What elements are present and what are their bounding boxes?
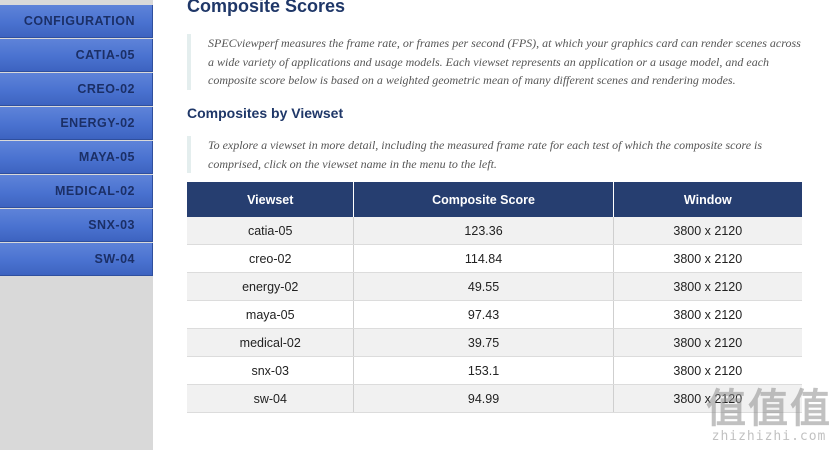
cell-composite-score: 49.55 [353,272,614,301]
nav-item-snx-03[interactable]: SNX-03 [0,209,153,242]
cell-viewset: snx-03 [187,356,355,385]
table-row: energy-02 49.55 3800 x 2120 [187,272,802,301]
intro-blockquote: SPECviewperf measures the frame rate, or… [187,34,802,90]
cell-composite-score: 97.43 [353,300,614,329]
table-row: medical-02 39.75 3800 x 2120 [187,328,802,357]
nav-item-sw-04[interactable]: SW-04 [0,243,153,276]
column-header-viewset: Viewset [187,182,355,217]
column-header-composite-score: Composite Score [353,182,614,217]
nav-item-energy-02[interactable]: ENERGY-02 [0,107,153,140]
nav-item-medical-02[interactable]: MEDICAL-02 [0,175,153,208]
table-row: sw-04 94.99 3800 x 2120 [187,384,802,413]
sidebar-nav: CONFIGURATION CATIA-05 CREO-02 ENERGY-02… [0,0,153,450]
cell-window: 3800 x 2120 [613,300,802,329]
cell-viewset: sw-04 [187,384,355,413]
instructions-blockquote: To explore a viewset in more detail, inc… [187,136,802,173]
cell-composite-score: 39.75 [353,328,614,357]
cell-composite-score: 153.1 [353,356,614,385]
cell-composite-score: 114.84 [353,244,614,273]
column-header-window: Window [613,182,802,217]
cell-window: 3800 x 2120 [613,272,802,301]
cell-viewset: catia-05 [187,217,355,245]
section-subtitle: Composites by Viewset [187,105,344,121]
table-row: creo-02 114.84 3800 x 2120 [187,244,802,273]
nav-item-catia-05[interactable]: CATIA-05 [0,39,153,72]
cell-window: 3800 x 2120 [613,328,802,357]
cell-window: 3800 x 2120 [613,384,802,413]
nav-item-creo-02[interactable]: CREO-02 [0,73,153,106]
cell-composite-score: 94.99 [353,384,614,413]
table-header-row: Viewset Composite Score Window [187,182,802,217]
table-row: maya-05 97.43 3800 x 2120 [187,300,802,329]
table-row: catia-05 123.36 3800 x 2120 [187,217,802,245]
nav-item-maya-05[interactable]: MAYA-05 [0,141,153,174]
cell-viewset: maya-05 [187,300,355,329]
cell-viewset: energy-02 [187,272,355,301]
cell-window: 3800 x 2120 [613,244,802,273]
cell-viewset: creo-02 [187,244,355,273]
cell-window: 3800 x 2120 [613,217,802,245]
nav-item-configuration[interactable]: CONFIGURATION [0,5,153,38]
composite-scores-table: Viewset Composite Score Window catia-05 … [187,182,802,413]
cell-composite-score: 123.36 [353,217,614,245]
table-row: snx-03 153.1 3800 x 2120 [187,356,802,385]
watermark-text: zhizhizhi.com [711,429,827,444]
page-title: Composite Scores [187,0,346,16]
cell-window: 3800 x 2120 [613,356,802,385]
cell-viewset: medical-02 [187,328,355,357]
